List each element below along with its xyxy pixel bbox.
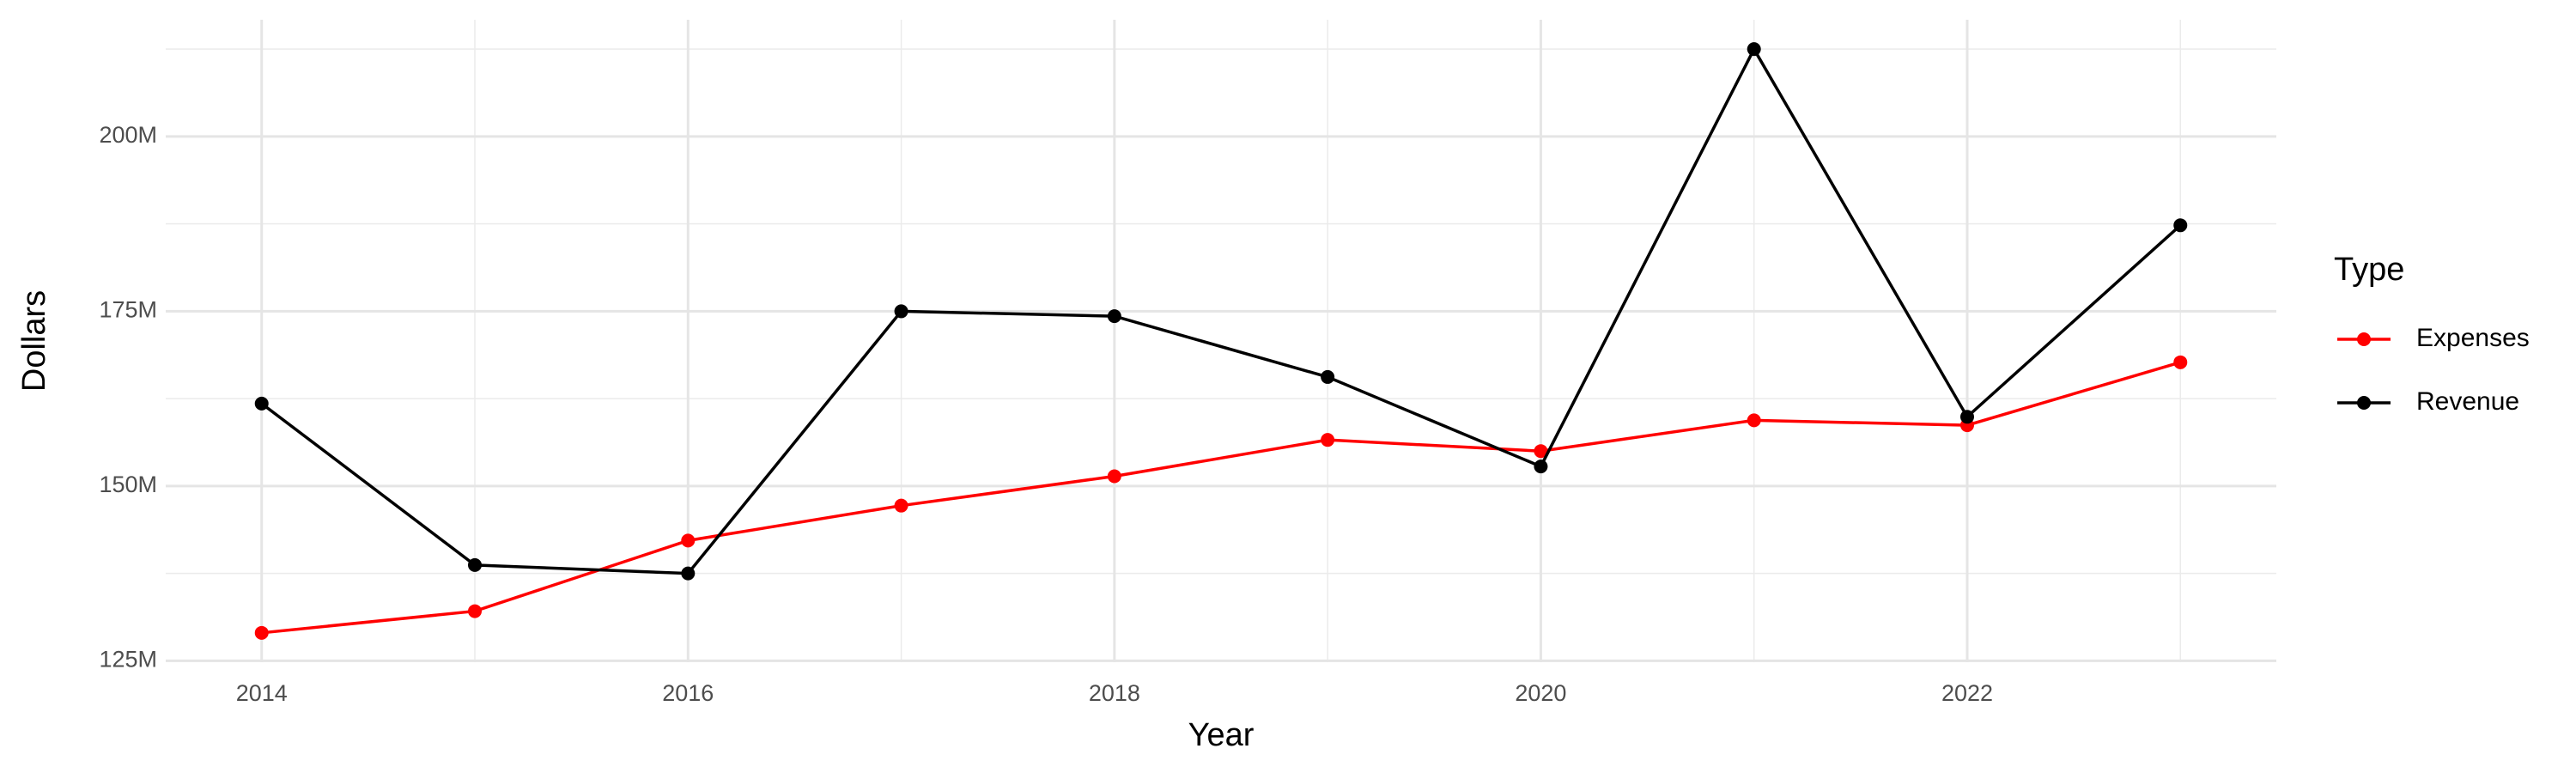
data-point	[2173, 355, 2188, 369]
data-point	[1107, 469, 1121, 484]
data-point	[681, 566, 696, 581]
x-tick-label: 2020	[1515, 680, 1566, 706]
data-point	[681, 533, 696, 548]
series-line	[261, 361, 2181, 635]
data-point	[1747, 42, 1761, 57]
data-point	[894, 304, 908, 319]
data-point	[1534, 460, 1548, 474]
data-point	[1959, 410, 1974, 424]
legend-label: Revenue	[2416, 387, 2519, 416]
x-tick-label: 2016	[662, 680, 714, 706]
data-point	[254, 396, 269, 411]
series-line	[260, 46, 2182, 575]
x-tick-label: 2014	[236, 680, 288, 706]
data-point	[1534, 444, 1548, 459]
data-point	[1747, 413, 1761, 428]
x-tick-label: 2022	[1941, 680, 1993, 706]
data-point	[1321, 369, 1335, 384]
legend-key-point	[2357, 396, 2371, 410]
y-tick-label: 200M	[99, 122, 157, 148]
data-point	[2173, 218, 2188, 233]
data-point	[1321, 433, 1335, 447]
y-tick-label: 150M	[99, 472, 157, 497]
data-point	[254, 625, 269, 640]
y-tick-label: 175M	[99, 297, 157, 323]
data-point	[894, 498, 908, 513]
y-axis-title: Dollars	[16, 290, 52, 392]
y-tick-label: 125M	[99, 646, 157, 672]
legend-key-point	[2357, 332, 2371, 346]
legend-label: Expenses	[2416, 324, 2530, 352]
x-tick-label: 2018	[1089, 680, 1140, 706]
x-axis-title: Year	[1188, 717, 1255, 753]
legend-title: Type	[2334, 252, 2404, 288]
data-point	[1107, 309, 1121, 324]
data-point	[468, 557, 483, 572]
data-point	[468, 604, 483, 618]
